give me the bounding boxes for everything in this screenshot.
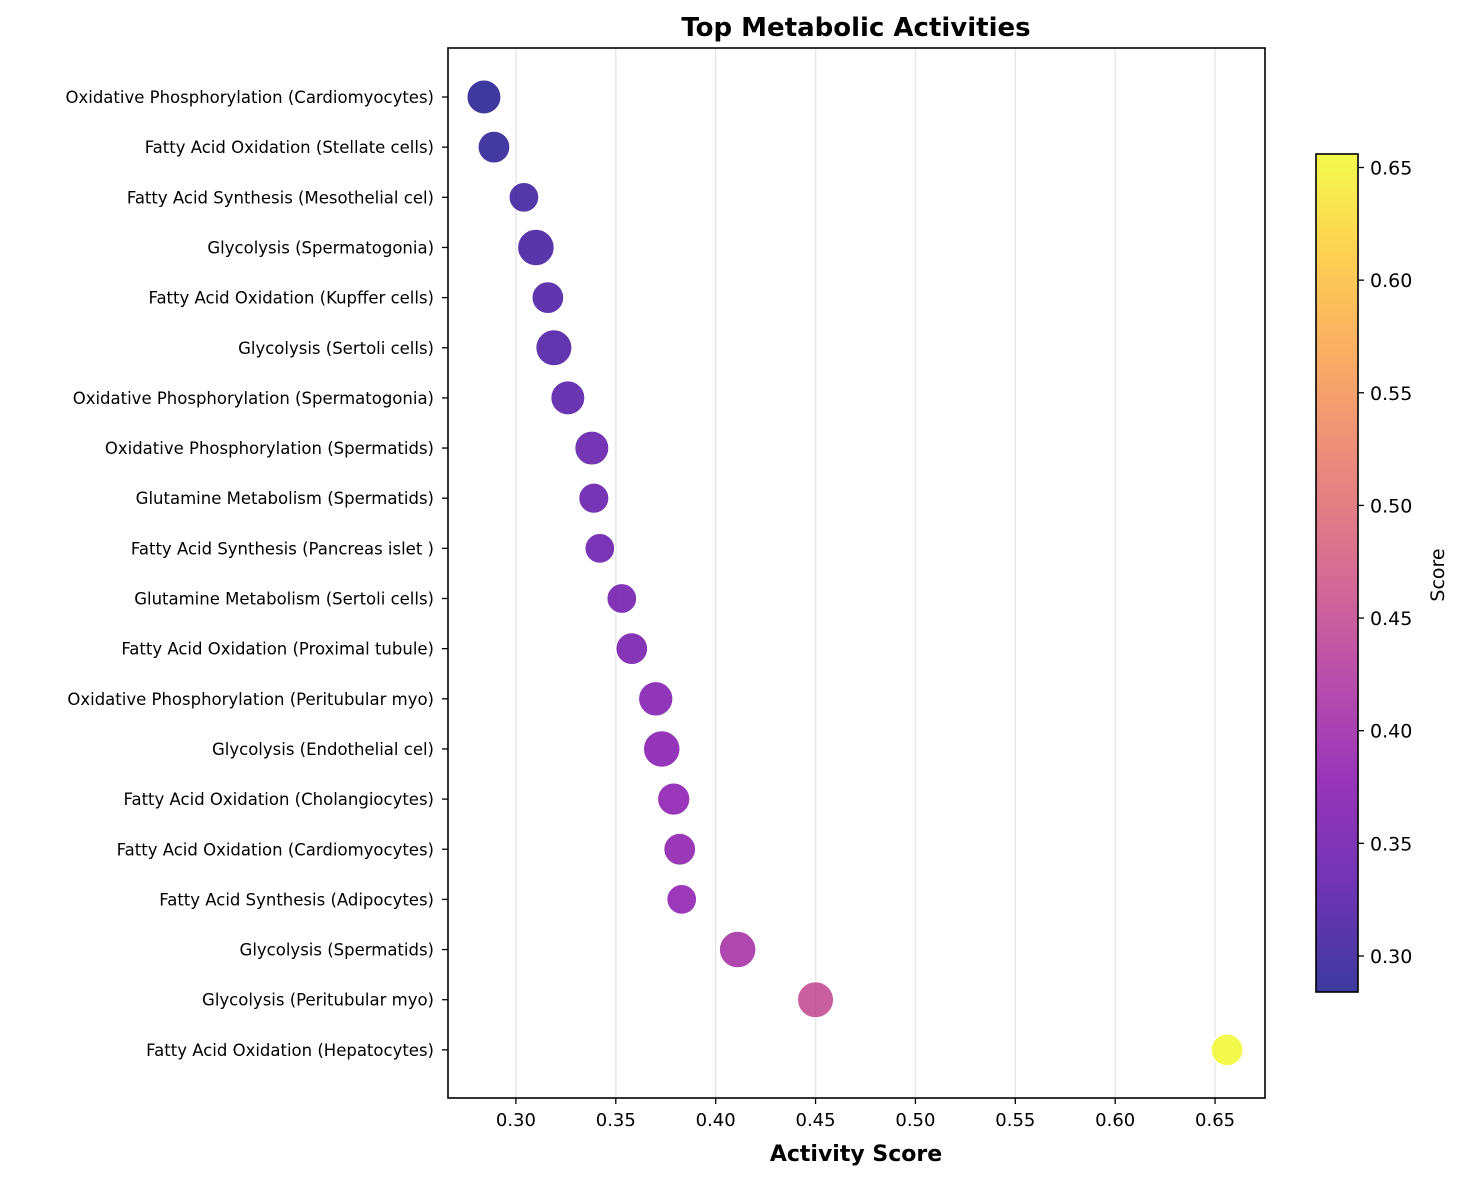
colorbar-tick-label: 0.50 — [1370, 495, 1412, 517]
data-point — [531, 280, 565, 315]
data-point — [662, 832, 697, 867]
plot-frame — [447, 47, 1266, 1099]
colorbar-tick-label: 0.30 — [1370, 946, 1412, 968]
y-tick-label: Oxidative Phosphorylation (Spermatogonia… — [73, 389, 434, 408]
data-point — [605, 582, 638, 615]
y-tick-label: Glycolysis (Endothelial cel) — [212, 740, 434, 759]
data-point — [549, 379, 586, 416]
data-point — [1210, 1032, 1244, 1067]
data-point — [477, 130, 511, 165]
data-point — [516, 228, 556, 267]
chart-title: Top Metabolic Activities — [681, 13, 1030, 43]
y-tick-label: Glycolysis (Peritubular myo) — [202, 991, 434, 1010]
colorbar-tick-label: 0.40 — [1370, 721, 1412, 743]
y-tick-label: Fatty Acid Oxidation (Proximal tubule) — [121, 640, 434, 659]
colorbar-tick-label: 0.35 — [1370, 833, 1412, 855]
x-tick-labels: 0.30 0.35 0.40 0.45 0.50 0.55 0.60 0.65 — [496, 1098, 1235, 1131]
data-point — [665, 883, 698, 916]
data-point — [465, 79, 502, 115]
data-point — [637, 680, 674, 717]
y-tick-label: Fatty Acid Synthesis (Adipocytes) — [159, 890, 434, 909]
colorbar — [1315, 153, 1359, 993]
y-tick-label: Glutamine Metabolism (Sertoli cells) — [134, 590, 434, 609]
y-tick-label: Oxidative Phosphorylation (Cardiomyocyte… — [66, 88, 435, 107]
x-tick-label: 0.50 — [895, 1110, 935, 1131]
y-tick-label: Glycolysis (Sertoli cells) — [238, 339, 434, 358]
data-point — [614, 631, 649, 666]
y-tick-labels: Oxidative Phosphorylation (Cardiomyocyte… — [66, 88, 448, 1060]
data-point — [718, 930, 757, 969]
y-tick-label: Oxidative Phosphorylation (Spermatids) — [105, 439, 434, 458]
data-point — [573, 430, 610, 467]
colorbar-tick-label: 0.60 — [1370, 270, 1412, 292]
y-tick-label: Fatty Acid Oxidation (Cardiomyocytes) — [117, 840, 434, 859]
y-tick-label: Fatty Acid Oxidation (Stellate cells) — [145, 138, 434, 157]
x-tick-label: 0.30 — [496, 1110, 536, 1131]
data-points — [465, 79, 1244, 1067]
colorbar-label: Score — [1427, 548, 1449, 601]
colorbar-tick-label: 0.65 — [1370, 158, 1412, 180]
y-tick-label: Glycolysis (Spermatogonia) — [207, 238, 434, 257]
x-tick-label: 0.45 — [796, 1110, 836, 1131]
x-tick-label: 0.60 — [1095, 1110, 1135, 1131]
y-tick-label: Glutamine Metabolism (Spermatids) — [136, 489, 434, 508]
data-point — [642, 729, 681, 769]
colorbar-tick-labels: 0.30 0.35 0.40 0.45 0.50 0.55 0.60 0.65 — [1358, 158, 1412, 968]
x-tick-label: 0.65 — [1195, 1110, 1235, 1131]
y-tick-label: Oxidative Phosphorylation (Peritubular m… — [67, 690, 434, 709]
y-tick-label: Fatty Acid Synthesis (Pancreas islet ) — [131, 539, 434, 558]
data-point — [583, 532, 616, 565]
colorbar-tick-label: 0.45 — [1370, 608, 1412, 630]
data-point — [796, 980, 835, 1019]
data-point — [508, 181, 540, 214]
x-tick-label: 0.40 — [696, 1110, 736, 1131]
y-tick-label: Fatty Acid Oxidation (Hepatocytes) — [146, 1041, 434, 1060]
x-tick-label: 0.35 — [596, 1110, 636, 1131]
x-tick-label: 0.55 — [995, 1110, 1035, 1131]
data-point — [534, 328, 573, 367]
y-tick-label: Fatty Acid Oxidation (Kupffer cells) — [148, 289, 434, 308]
y-tick-label: Glycolysis (Spermatids) — [240, 941, 434, 960]
data-point — [577, 482, 610, 515]
grid-lines — [515, 48, 1216, 1098]
data-point — [656, 781, 691, 817]
y-tick-label: Fatty Acid Oxidation (Cholangiocytes) — [124, 790, 435, 809]
y-tick-label: Fatty Acid Synthesis (Mesothelial cel) — [127, 188, 434, 207]
colorbar-tick-label: 0.55 — [1370, 383, 1412, 405]
x-axis-label: Activity Score — [770, 1142, 942, 1167]
